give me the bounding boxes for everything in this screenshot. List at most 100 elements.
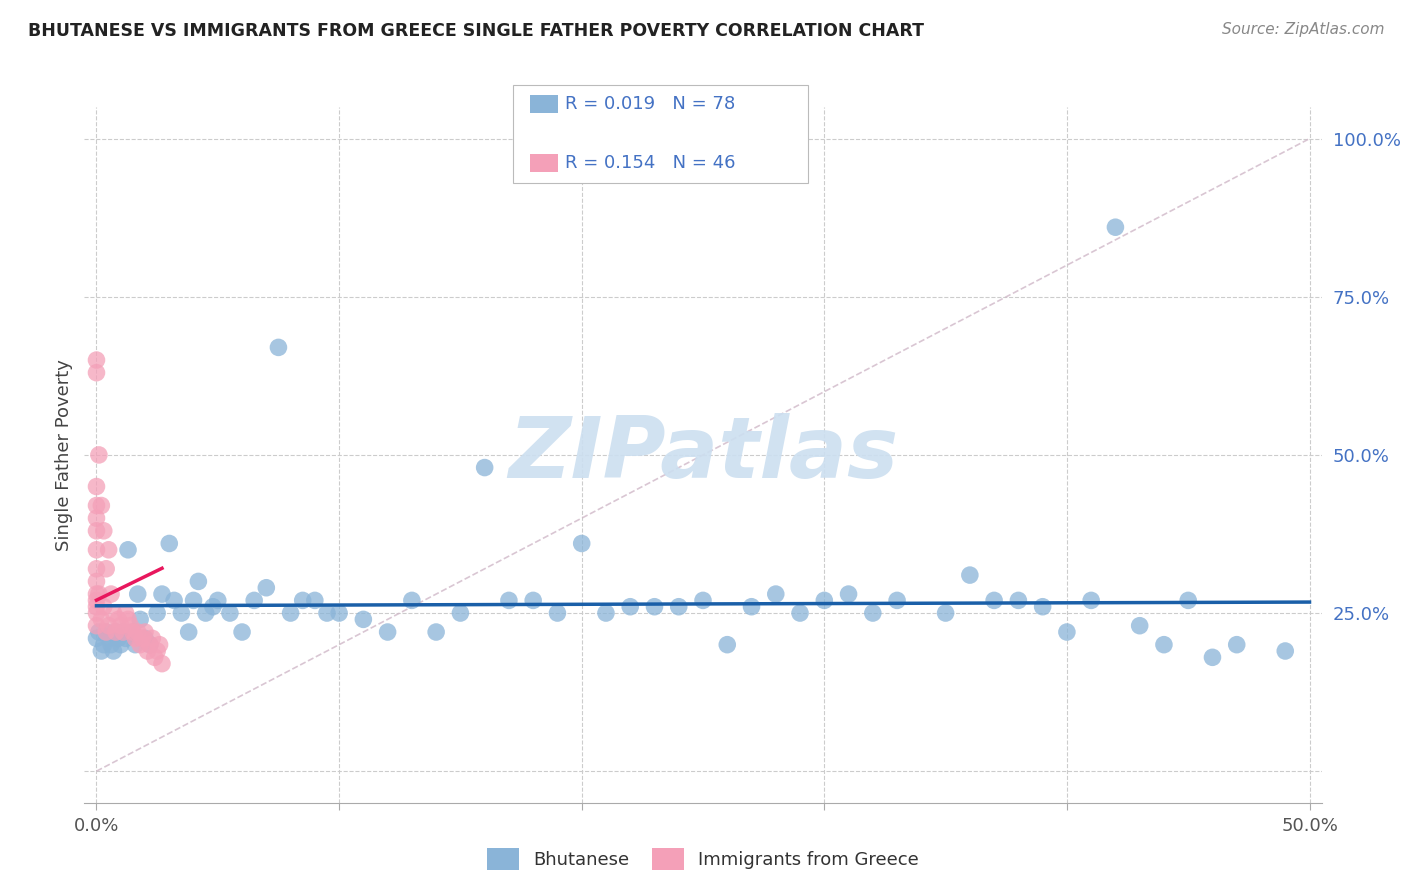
Point [183, 593, 205, 607]
Point [87, 448, 110, 462]
Point [96, 625, 118, 640]
Point [862, 606, 884, 620]
Point [1177, 593, 1199, 607]
Point [90, 612, 112, 626]
Text: Source: ZipAtlas.com: Source: ZipAtlas.com [1222, 22, 1385, 37]
Point [104, 625, 127, 640]
Point [1104, 220, 1126, 235]
Point [546, 606, 568, 620]
Point [150, 587, 173, 601]
Point [103, 606, 125, 620]
Point [86, 593, 108, 607]
Point [90, 644, 112, 658]
Point [104, 625, 127, 640]
Point [765, 587, 787, 601]
Point [219, 606, 242, 620]
Point [1032, 599, 1054, 614]
Point [110, 638, 132, 652]
Point [1080, 593, 1102, 607]
Point [96, 625, 118, 640]
Point [86, 618, 108, 632]
Point [87, 625, 110, 640]
Point [86, 499, 108, 513]
Point [170, 606, 193, 620]
Point [97, 632, 120, 646]
Point [86, 542, 108, 557]
Point [813, 593, 835, 607]
Point [668, 599, 690, 614]
Point [114, 606, 136, 620]
Point [86, 574, 108, 589]
Text: R = 0.154   N = 46: R = 0.154 N = 46 [565, 154, 735, 172]
Point [117, 542, 139, 557]
Point [316, 606, 339, 620]
Point [112, 625, 135, 640]
Point [150, 657, 173, 671]
Point [86, 366, 108, 380]
Point [838, 587, 860, 601]
Legend: Bhutanese, Immigrants from Greece: Bhutanese, Immigrants from Greece [479, 841, 927, 877]
Point [136, 644, 159, 658]
Point [377, 625, 399, 640]
Point [1007, 593, 1029, 607]
Text: R = 0.019   N = 78: R = 0.019 N = 78 [565, 95, 735, 113]
Point [86, 606, 108, 620]
Point [86, 511, 108, 525]
Point [571, 536, 593, 550]
Point [120, 618, 142, 632]
Point [935, 606, 957, 620]
Point [93, 638, 115, 652]
Point [129, 612, 152, 626]
Point [139, 638, 162, 652]
Point [86, 353, 108, 368]
Point [110, 618, 132, 632]
Point [93, 599, 115, 614]
Point [1274, 644, 1296, 658]
Point [716, 638, 738, 652]
Point [243, 593, 266, 607]
Point [141, 632, 163, 646]
Point [595, 606, 617, 620]
Point [328, 606, 350, 620]
Point [97, 542, 120, 557]
Point [127, 587, 149, 601]
Text: BHUTANESE VS IMMIGRANTS FROM GREECE SINGLE FATHER POVERTY CORRELATION CHART: BHUTANESE VS IMMIGRANTS FROM GREECE SING… [28, 22, 924, 40]
Point [131, 632, 153, 646]
Point [146, 644, 169, 658]
Point [100, 638, 122, 652]
Point [100, 587, 122, 601]
Point [114, 632, 136, 646]
Text: ZIPatlas: ZIPatlas [508, 413, 898, 497]
Point [134, 625, 156, 640]
Point [498, 593, 520, 607]
Point [474, 460, 496, 475]
Point [207, 593, 229, 607]
Point [122, 625, 145, 640]
Point [146, 606, 169, 620]
Point [107, 612, 129, 626]
Point [1129, 618, 1152, 632]
Point [1153, 638, 1175, 652]
Point [194, 606, 217, 620]
Point [1201, 650, 1223, 665]
Point [983, 593, 1005, 607]
Point [103, 644, 125, 658]
Point [425, 625, 447, 640]
Point [187, 574, 209, 589]
Point [789, 606, 811, 620]
Point [619, 599, 641, 614]
Point [86, 479, 108, 493]
Point [143, 650, 166, 665]
Point [86, 562, 108, 576]
Point [93, 524, 115, 538]
Y-axis label: Single Father Poverty: Single Father Poverty [55, 359, 73, 551]
Point [201, 599, 224, 614]
Point [522, 593, 544, 607]
Point [122, 625, 145, 640]
Point [157, 536, 180, 550]
Point [148, 638, 170, 652]
Point [124, 632, 146, 646]
Point [304, 593, 326, 607]
Point [254, 581, 277, 595]
Point [86, 524, 108, 538]
